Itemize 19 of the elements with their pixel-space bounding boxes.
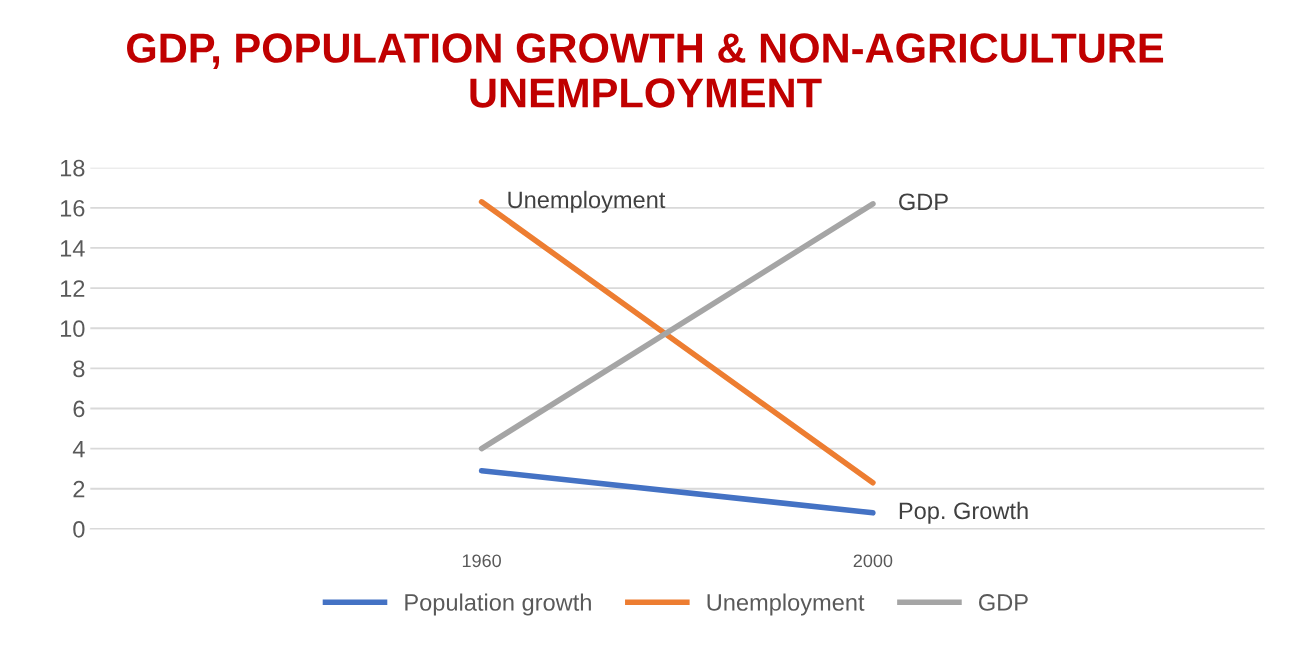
y-tick-label: 12 [60,280,85,297]
y-tick-label: 2 [73,480,85,498]
legend-label: Population growth [405,593,591,616]
annotation: GDP [899,193,948,211]
y-tick-label: 4 [72,440,85,458]
annotation: Pop. Growth [899,501,1028,524]
legend-label: Unemployment [707,593,865,616]
x-tick-label: 1960 [462,554,501,568]
y-tick-label: 18 [60,159,85,177]
y-tick-label: 8 [73,360,85,378]
legend-label: GDP [979,594,1028,611]
y-tick-label: 14 [60,240,85,257]
y-tick-label: 10 [60,320,85,338]
y-tick-label: 0 [73,520,85,538]
annotation: Unemployment [508,190,666,213]
y-tick-label: 16 [60,199,85,217]
x-tick-label: 2000 [853,554,893,568]
y-tick-label: 6 [73,400,85,418]
chart-title: GDP, POPULATION GROWTH & NON-AGRICULTURE UNEMPLOYMENT [127,33,1164,108]
